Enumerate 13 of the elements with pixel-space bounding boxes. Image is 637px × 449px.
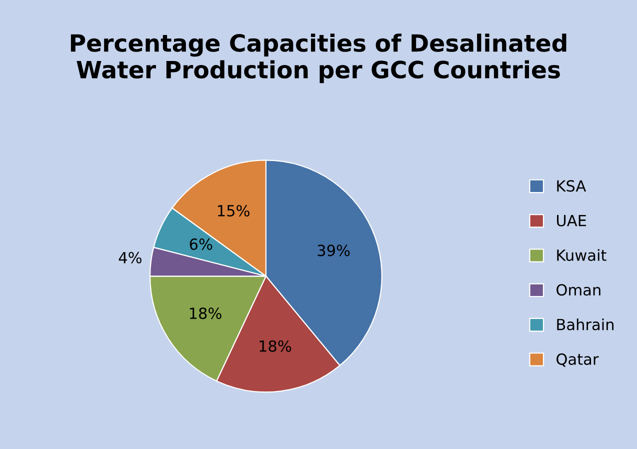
legend-label: UAE — [557, 214, 586, 226]
data-label: 39% — [318, 244, 350, 256]
legend-label: Qatar — [556, 353, 599, 367]
legend-label: Kuwait — [557, 249, 606, 261]
chart-title: Percentage Capacities of Desalinated Water Production per GCC Countries — [70, 34, 566, 84]
legend-label: Oman — [556, 284, 600, 296]
data-label: 4% — [118, 252, 142, 264]
legend-label: KSA — [557, 180, 586, 192]
data-label: 18% — [190, 308, 222, 320]
data-label: 15% — [218, 204, 250, 217]
legend-label: Bahrain — [557, 318, 614, 330]
data-label: 6% — [190, 238, 212, 250]
data-label: 18% — [260, 340, 292, 352]
